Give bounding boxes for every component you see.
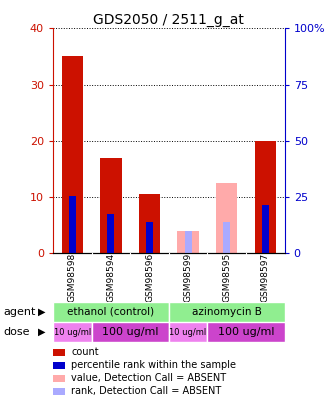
Bar	[169, 322, 208, 342]
Bar	[100, 158, 121, 253]
Bar	[107, 214, 115, 253]
Text: ▶: ▶	[38, 327, 46, 337]
Text: GSM98598: GSM98598	[68, 253, 77, 302]
Bar	[169, 302, 285, 322]
Text: count: count	[71, 347, 99, 357]
Title: GDS2050 / 2511_g_at: GDS2050 / 2511_g_at	[93, 13, 244, 27]
Bar	[139, 194, 160, 253]
Bar	[146, 222, 153, 253]
Text: agent: agent	[3, 307, 36, 317]
Text: 100 ug/ml: 100 ug/ml	[218, 327, 274, 337]
Bar	[223, 222, 230, 253]
Text: value, Detection Call = ABSENT: value, Detection Call = ABSENT	[71, 373, 226, 383]
Text: 10 ug/ml: 10 ug/ml	[54, 328, 91, 337]
Bar	[185, 230, 192, 253]
Bar	[208, 322, 285, 342]
Bar	[255, 141, 276, 253]
Text: percentile rank within the sample: percentile rank within the sample	[71, 360, 236, 370]
Text: GSM98595: GSM98595	[222, 253, 231, 302]
Text: ethanol (control): ethanol (control)	[67, 307, 155, 317]
Text: azinomycin B: azinomycin B	[192, 307, 262, 317]
Text: GSM98599: GSM98599	[184, 253, 193, 302]
Text: rank, Detection Call = ABSENT: rank, Detection Call = ABSENT	[71, 386, 221, 396]
Text: 10 ug/ml: 10 ug/ml	[169, 328, 207, 337]
Bar	[262, 205, 269, 253]
Bar	[62, 56, 83, 253]
Text: GSM98596: GSM98596	[145, 253, 154, 302]
Bar	[216, 183, 237, 253]
Bar	[69, 196, 76, 253]
Text: GSM98594: GSM98594	[106, 253, 116, 302]
Bar	[53, 302, 169, 322]
Bar	[92, 322, 169, 342]
Text: dose: dose	[3, 327, 30, 337]
Text: GSM98597: GSM98597	[261, 253, 270, 302]
Text: ▶: ▶	[38, 307, 46, 317]
Text: 100 ug/ml: 100 ug/ml	[102, 327, 159, 337]
Bar	[53, 322, 92, 342]
Bar	[177, 230, 199, 253]
